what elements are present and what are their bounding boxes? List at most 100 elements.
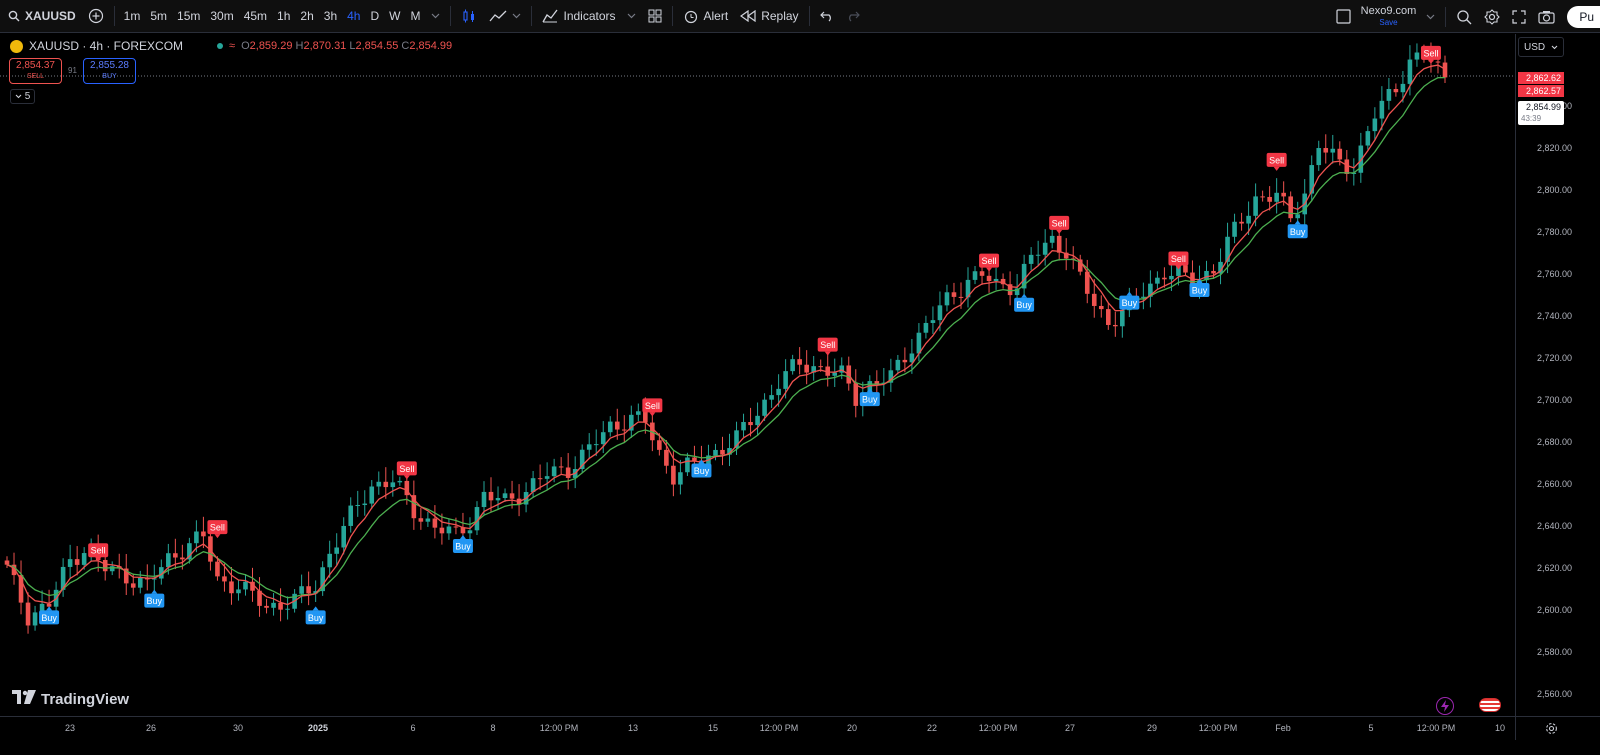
candle-body [4, 560, 10, 565]
candle-body [993, 278, 999, 282]
candle-body [762, 399, 767, 416]
buy-signal-label: Buy [1016, 300, 1032, 310]
sell-signal-pointer [95, 557, 102, 562]
buy-signal-label: Buy [694, 466, 710, 476]
candle-body [236, 589, 241, 594]
buy-signal-pointer [1021, 293, 1028, 298]
chevron-down-icon [512, 13, 521, 19]
candle-body [1316, 148, 1322, 166]
interval-4h[interactable]: 4h [347, 9, 361, 23]
line-chart-button[interactable] [483, 0, 527, 33]
snapshot-button[interactable] [1532, 0, 1561, 33]
chevron-down-icon [431, 13, 440, 19]
chevron-down-icon [15, 91, 22, 102]
candle-body [818, 366, 823, 368]
candle-body [1148, 283, 1153, 297]
candle-body [1021, 263, 1027, 289]
layout-name[interactable]: Nexo9.com Save [1357, 5, 1421, 28]
candle-body [958, 296, 964, 298]
settings-button[interactable] [1478, 0, 1506, 33]
currency-selector[interactable]: USD [1518, 37, 1564, 57]
axis-corner [1515, 716, 1600, 740]
tradingview-logo[interactable]: TradingView [12, 690, 129, 708]
candle-body [755, 415, 760, 426]
undo-button[interactable] [814, 0, 840, 33]
candle-body [614, 421, 620, 430]
candle-body [979, 271, 985, 276]
candle-body [397, 480, 403, 483]
candle-body [1323, 148, 1329, 153]
candle-body [1077, 259, 1083, 272]
interval-dropdown[interactable] [425, 0, 446, 33]
gear-icon[interactable] [1545, 722, 1558, 738]
candle-body [1281, 192, 1286, 197]
layout-checkbox[interactable] [1330, 0, 1357, 33]
interval-1h[interactable]: 1h [277, 9, 291, 23]
candle-body [713, 449, 718, 456]
interval-30m[interactable]: 30m [210, 9, 234, 23]
ohlc-values: O2,859.29 H2,870.31 L2,854.55 C2,854.99 [241, 40, 452, 52]
sell-signal-pointer [986, 267, 993, 272]
compare-button[interactable] [82, 0, 110, 33]
us-flag-icon[interactable] [1479, 698, 1501, 712]
candle-body [264, 605, 269, 608]
candle-body [74, 559, 80, 565]
interval-m[interactable]: M [410, 9, 421, 23]
candle-body [804, 364, 809, 373]
sell-signal-marker [207, 520, 228, 535]
sell-label: SELL [26, 73, 45, 80]
candle-body [1379, 100, 1385, 119]
replay-button[interactable]: Replay [734, 0, 804, 33]
interval-5m[interactable]: 5m [150, 9, 168, 23]
publish-button[interactable]: Pu [1567, 5, 1600, 28]
candle-body [741, 422, 746, 431]
sell-signal-marker [1049, 215, 1070, 230]
indicators-collapse-button[interactable]: 5 [10, 89, 35, 104]
templates-button[interactable] [642, 0, 668, 33]
buy-button[interactable]: 2,855.28 BUY [83, 58, 136, 84]
interval-3h[interactable]: 3h [323, 9, 338, 23]
interval-2h[interactable]: 2h [300, 9, 314, 23]
time-axis[interactable]: 23 26 30 2025 6 8 12:00 PM 13 15 12:00 PM 20 22 12:0… [0, 716, 1515, 740]
zoom-search-icon [1456, 9, 1472, 25]
candle-body [1063, 252, 1069, 259]
buy-signal-marker [691, 463, 712, 478]
price-label: 2,560.00 [1537, 689, 1573, 699]
quick-search-button[interactable] [1450, 0, 1478, 33]
candle-body [180, 557, 185, 560]
candle-body [1084, 271, 1090, 294]
currency-label: USD [1524, 41, 1546, 53]
sell-signal-marker [817, 337, 838, 352]
candle-body [951, 292, 957, 297]
lightning-icon[interactable] [1436, 697, 1454, 715]
candle-body [1028, 254, 1034, 264]
fullscreen-button[interactable] [1506, 0, 1532, 33]
interval-15m[interactable]: 15m [177, 9, 201, 23]
interval-w[interactable]: W [389, 9, 401, 23]
replay-label: Replay [761, 9, 799, 23]
buy-signal-pointer [459, 535, 466, 540]
sell-signal-marker [88, 543, 109, 558]
legend-title[interactable]: XAUUSD · 4h · FOREXCOM [29, 39, 184, 53]
interval-selector: 1m 5m 15m 30m 45m 1h 2h 3h 4h D W M [119, 0, 426, 33]
redo-button[interactable] [840, 0, 866, 33]
interval-1m[interactable]: 1m [123, 9, 141, 23]
interval-45m[interactable]: 45m [243, 9, 268, 23]
buy-signal-label: Buy [147, 596, 163, 606]
indicators-button[interactable]: Indicators [536, 0, 641, 33]
sell-signal-marker [396, 461, 417, 476]
buy-signal-pointer [698, 459, 705, 464]
layout-dropdown[interactable] [1420, 0, 1441, 33]
chart-type-button[interactable] [455, 0, 483, 33]
candle-body [46, 603, 52, 607]
sell-button[interactable]: 2,854.37 SELL [9, 58, 62, 84]
interval-d[interactable]: D [370, 9, 380, 23]
chart-pane[interactable]: Buy Sell Buy Sell Buy Sell Buy Sell Buy Sell Buy Se… [0, 34, 1515, 716]
time-label: 12:00 PM [978, 723, 1018, 733]
candle-body [32, 612, 38, 626]
bottom-strip [0, 740, 1600, 755]
price-axis[interactable] [1515, 34, 1600, 716]
alert-button[interactable]: Alert [677, 0, 735, 33]
symbol-search[interactable]: XAUUSD [0, 0, 82, 33]
time-label: 12:00 PM [759, 723, 799, 733]
